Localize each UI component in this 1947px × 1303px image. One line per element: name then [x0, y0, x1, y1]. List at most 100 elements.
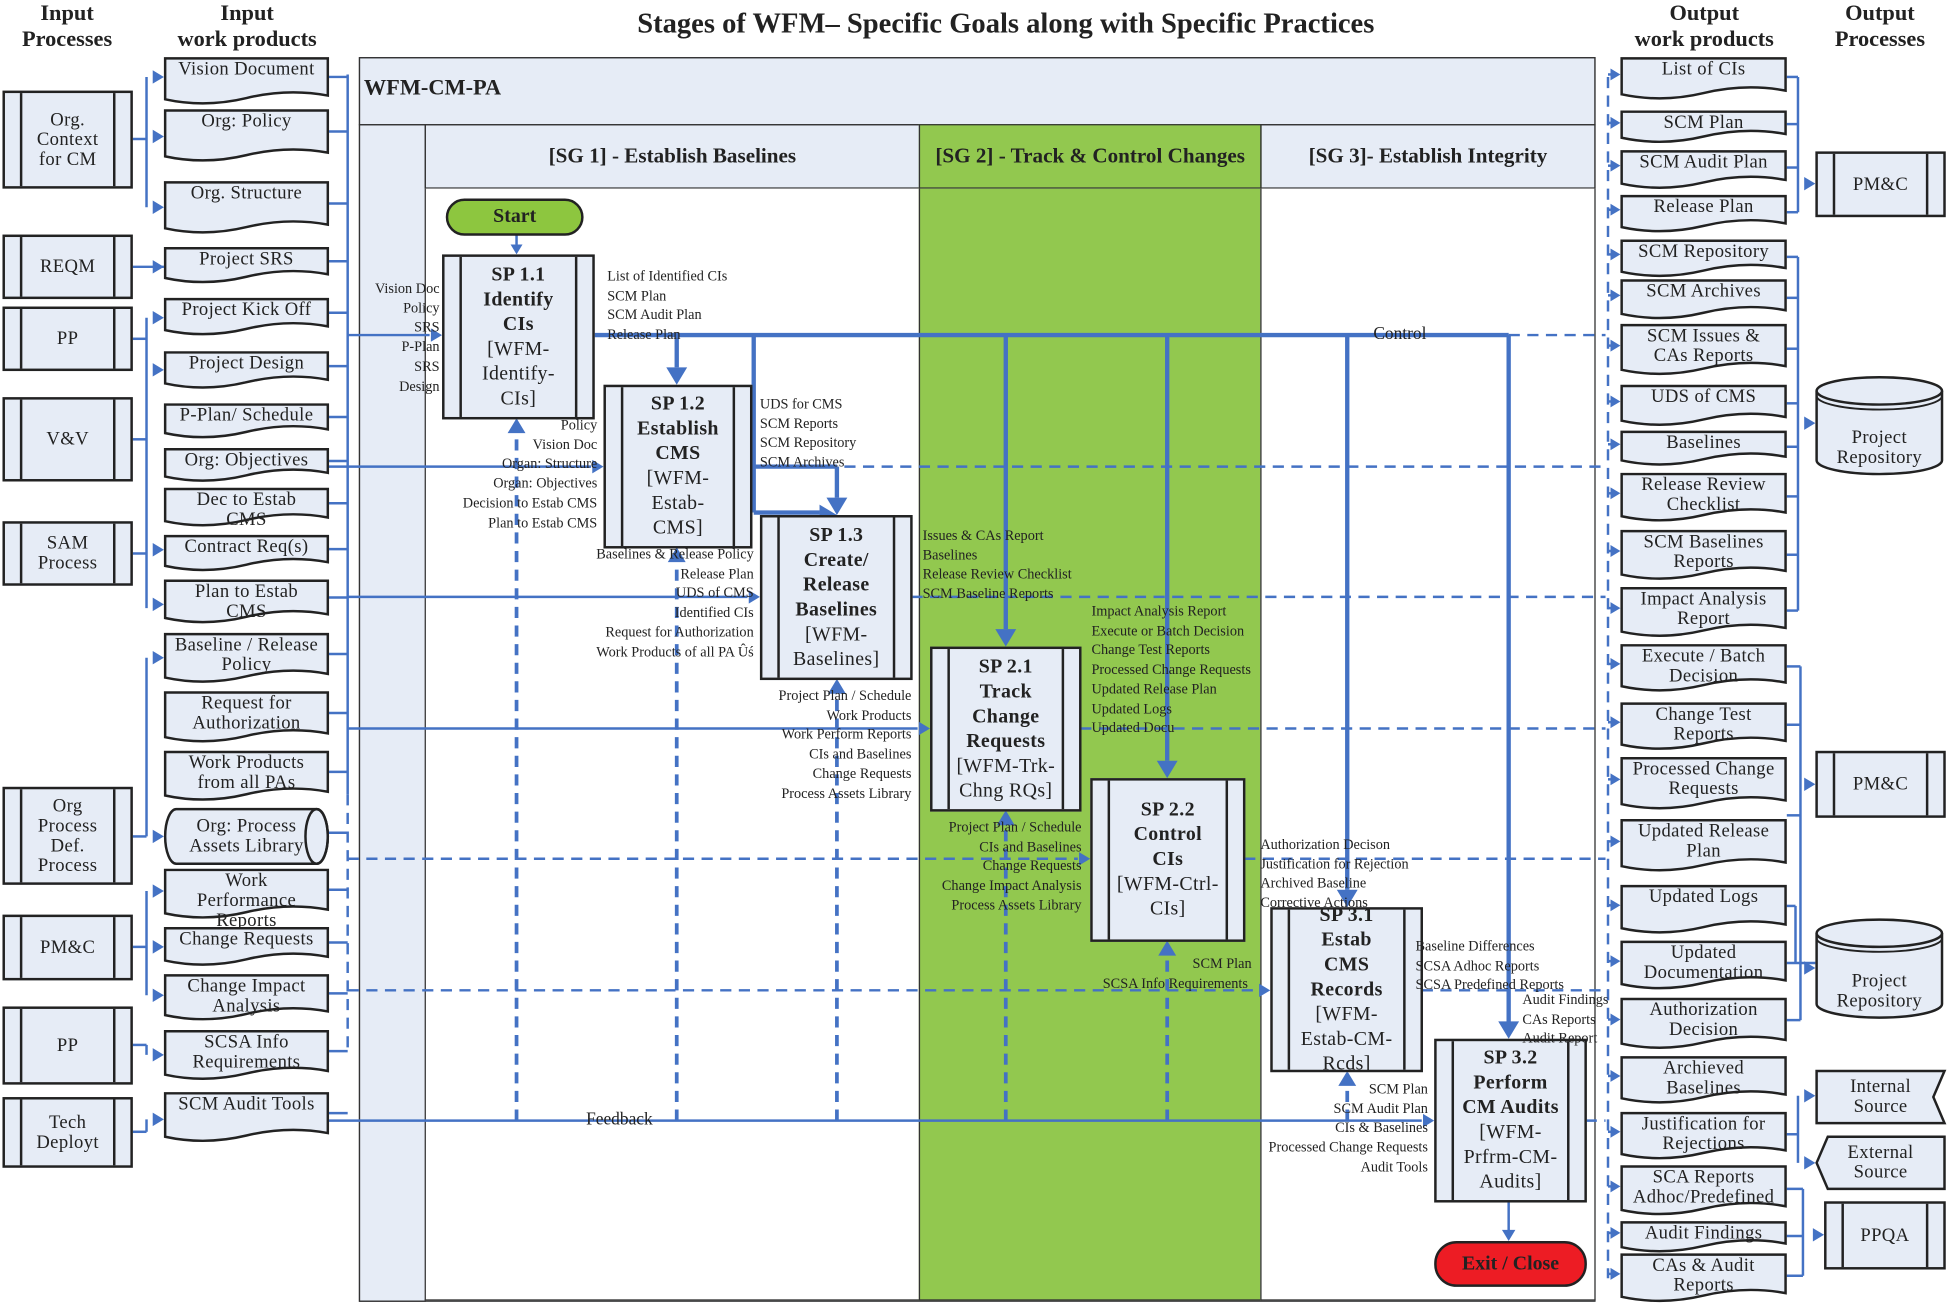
output-work-product-0-label: List of CIs — [1661, 59, 1746, 80]
document-shape — [1620, 384, 1787, 426]
arrowhead-icon — [1804, 1156, 1816, 1170]
arrowhead-icon — [1804, 176, 1816, 191]
input-work-product-0-label: Vision Document — [178, 59, 315, 80]
output-work-product-4-label: SCM Repository — [1638, 241, 1770, 262]
output-work-product-3: Release Plan — [1620, 194, 1787, 233]
output-work-product-9-label: Release Review Checklist — [1641, 475, 1766, 516]
output-project-repository-2-label: Project Repository — [1836, 971, 1923, 1011]
specific-practice-4[interactable]: SP 2.2 Control CIs [WFM-Ctrl- CIs] — [1090, 778, 1246, 942]
specific-practice-1[interactable]: SP 1.2 Establish CMS [WFM- Estab- CMS] — [603, 384, 753, 549]
goal-sg3-header: [SG 3]- Establish Integrity — [1260, 124, 1596, 189]
input-work-product-10: Plan to Estab CMS — [163, 579, 330, 624]
input-work-product-15-label: Work Performance Reports — [196, 871, 297, 931]
process-bar-left — [1093, 780, 1111, 940]
input-process-7: PP — [2, 1006, 133, 1085]
process-bar-right — [112, 93, 130, 187]
process-bar-right — [112, 309, 130, 369]
document-shape — [1620, 110, 1787, 144]
document-shape — [163, 750, 330, 801]
document-shape — [1620, 150, 1787, 189]
output-work-product-9: Release Review Checklist — [1620, 472, 1787, 522]
arrowhead-icon — [152, 310, 164, 325]
output-process-pmc-1: PM&C — [1815, 151, 1946, 218]
goal-sg2-header: [SG 2] - Track & Control Changes — [918, 124, 1262, 189]
arrowhead-icon — [1610, 657, 1621, 670]
output-internal-source: Internal Source — [1815, 1069, 1947, 1125]
document-shape — [163, 579, 330, 624]
output-work-product-17-label: Updated Documentation — [1643, 943, 1764, 983]
input-work-product-5-label: Project Design — [188, 353, 305, 374]
document-shape — [1620, 1253, 1787, 1303]
process-bar-right — [112, 789, 130, 883]
arrowhead-icon — [1610, 1226, 1621, 1239]
flow-label-sp13-outputs: Issues & CAs Report Baselines Release Re… — [922, 528, 1072, 603]
arrowhead-icon — [1610, 835, 1621, 848]
document-shape — [1620, 430, 1787, 466]
input-work-product-4: Project Kick Off — [163, 297, 330, 336]
input-work-product-1: Org: Policy — [163, 109, 330, 162]
process-bar-right — [1925, 153, 1943, 215]
output-work-product-3-label: Release Plan — [1653, 197, 1754, 218]
document-shape — [163, 487, 330, 527]
input-work-product-2-label: Org. Structure — [190, 183, 303, 204]
process-bar-right — [1925, 753, 1943, 816]
database-cylinder-icon — [1815, 918, 1944, 1019]
output-work-product-18-label: Authorization Decision — [1649, 1000, 1758, 1040]
arrowhead-icon — [152, 651, 164, 665]
document-shape — [163, 403, 330, 439]
input-work-product-12: Request for Authorization — [163, 691, 330, 743]
output-work-product-22-label: Audit Findings — [1644, 1223, 1763, 1244]
input-work-product-14: Org: Process Assets Library — [163, 807, 330, 865]
output-project-repository-2: Project Repository — [1815, 918, 1944, 1019]
practice-code: [WFM- Estab- CMS] — [646, 467, 710, 539]
arrowhead-icon — [152, 200, 164, 214]
practice-code: [WFM-Ctrl- CIs] — [1116, 873, 1219, 920]
flow-label-sp12-outputs: UDS for CMS SCM Reports SCM Repository S… — [759, 397, 857, 471]
arrowhead-icon — [1804, 1089, 1816, 1103]
document-shape — [1620, 644, 1787, 692]
input-work-product-11: Baseline / Release Policy — [163, 632, 330, 683]
specific-practice-6[interactable]: SP 3.2 Perform CM Audits [WFM- Prfrm-CM- A… — [1434, 1038, 1587, 1203]
output-work-product-1-label: SCM Plan — [1663, 112, 1744, 133]
practice-id: SP 1.1 — [491, 263, 546, 285]
document-shape — [163, 351, 330, 389]
output-work-product-14: Processed Change Requests — [1620, 757, 1787, 810]
arrowhead-icon — [1610, 203, 1621, 216]
process-bar-left — [1818, 153, 1836, 215]
document-shape — [163, 448, 330, 482]
practice-text: SP 3.1 Estab CMS Records [WFM- Estab-CM- R… — [1273, 904, 1421, 1074]
arrowhead-icon — [1804, 777, 1816, 792]
arrowhead-icon — [1804, 961, 1816, 975]
arrowhead-icon — [1610, 159, 1621, 172]
output-work-product-12-label: Execute / Batch Decision — [1641, 646, 1766, 687]
document-shape — [1620, 1165, 1787, 1216]
output-work-product-18: Authorization Decision — [1620, 997, 1787, 1049]
specific-practice-0[interactable]: SP 1.1 Identify CIs [WFM- Identify- CIs] — [442, 254, 595, 420]
arrowhead-icon — [152, 543, 164, 557]
practice-code: [WFM- Baselines] — [793, 623, 880, 670]
specific-practice-3[interactable]: SP 2.1 Track Change Requests [WFM-Trk- Chn… — [930, 646, 1082, 812]
specific-practice-2[interactable]: SP 1.3 Create/ Release Baselines [WFM- Bas… — [759, 515, 913, 681]
output-work-product-15-label: Updated Release Plan — [1637, 821, 1770, 862]
input-process-6-label: PM&C — [40, 937, 96, 958]
process-bar-left — [5, 917, 23, 978]
output-work-product-16-label: Updated Logs — [1648, 887, 1759, 908]
arrowhead-icon — [152, 988, 164, 1002]
output-work-product-8: Baselines — [1620, 430, 1787, 466]
input-work-product-9: Contract Req(s) — [163, 534, 330, 572]
practice-code: [WFM- Estab-CM- Rcds] — [1300, 1003, 1393, 1075]
start-label: Start — [493, 206, 537, 228]
practice-title: Control CIs — [1133, 824, 1203, 870]
document-shape — [1620, 1056, 1787, 1104]
flow-label-sp31-scm-plan: SCM Plan — [1192, 956, 1252, 972]
arrowhead-icon — [1610, 289, 1621, 302]
input-process-5-label: Org Process Def. Process — [37, 796, 98, 876]
process-bar-right — [1225, 780, 1243, 940]
practice-title: Establish CMS — [637, 418, 719, 465]
process-bar-left — [5, 93, 23, 187]
specific-practice-5[interactable]: SP 3.1 Estab CMS Records [WFM- Estab-CM- R… — [1270, 904, 1423, 1074]
process-bar-right — [1925, 1203, 1943, 1268]
practice-code: [WFM- Identify- CIs] — [481, 338, 555, 409]
input-work-product-7: Org: Objectives — [163, 448, 330, 482]
output-work-product-19-label: Archieved Baselines — [1663, 1058, 1745, 1099]
